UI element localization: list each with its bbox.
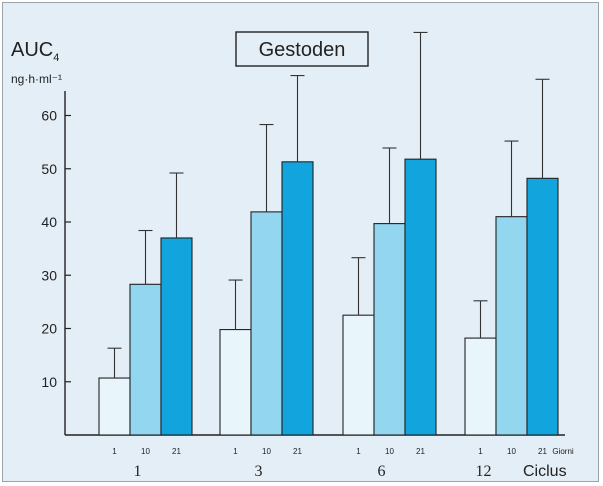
- y-tick-label: 60: [41, 108, 57, 124]
- bar-day-label: 10: [262, 447, 271, 456]
- bar-day-label: 21: [293, 447, 302, 456]
- bar: [464, 337, 497, 436]
- bar: [98, 377, 131, 436]
- group-label: 12: [476, 463, 492, 480]
- y-axis-label-main: AUC: [11, 39, 53, 61]
- bars: [98, 158, 559, 436]
- chart-title: Gestoden: [259, 39, 346, 61]
- y-axis-label-subscript: 4: [53, 52, 59, 64]
- bar: [219, 329, 252, 436]
- group-label: 6: [378, 463, 386, 480]
- bar-day-label: 10: [385, 447, 394, 456]
- bar: [404, 158, 437, 436]
- bar-day-label: 21: [416, 447, 425, 456]
- group-label: 1: [134, 463, 142, 480]
- group-axis-label: Ciclus: [523, 463, 567, 480]
- bar: [495, 216, 528, 436]
- group-label: 3: [255, 463, 263, 480]
- y-tick-label: 20: [41, 321, 57, 337]
- chart-frame: Gestoden AUC4 ng·h·ml⁻¹ 10 20 30 40 50 60 1 10…: [2, 2, 599, 482]
- bar-day-label: 1: [356, 447, 361, 456]
- bar: [373, 223, 406, 436]
- error-bars: [107, 31, 550, 379]
- x-labels: 1 10 21 1 1 10 21 3 1 10 21 6 1 10 21 12: [112, 447, 547, 480]
- y-tick-label: 40: [41, 214, 57, 230]
- bar: [250, 211, 283, 436]
- bar-day-label: 21: [172, 447, 181, 456]
- bar: [160, 237, 193, 436]
- bar-day-label: 1: [233, 447, 238, 456]
- title-box: [235, 31, 369, 67]
- y-axis-unit: ng·h·ml⁻¹: [11, 72, 62, 86]
- bar: [129, 283, 162, 436]
- y-tick-label: 50: [41, 161, 57, 177]
- bar-day-label: 10: [507, 447, 516, 456]
- bar-day-label: 21: [538, 447, 547, 456]
- y-axis-label: AUC4: [11, 39, 59, 64]
- bar-axis-label: Giorni: [552, 447, 574, 456]
- bar-day-label: 1: [112, 447, 117, 456]
- bar-day-label: 10: [141, 447, 150, 456]
- bar-chart: Gestoden AUC4 ng·h·ml⁻¹ 10 20 30 40 50 60 1 10…: [11, 31, 574, 480]
- y-tick-label: 10: [41, 374, 57, 390]
- bar: [342, 314, 375, 436]
- bar: [281, 161, 314, 436]
- bar: [526, 177, 559, 436]
- y-ticks: 10 20 30 40 50 60: [41, 108, 71, 390]
- bar-day-label: 1: [478, 447, 483, 456]
- y-tick-label: 30: [41, 267, 57, 283]
